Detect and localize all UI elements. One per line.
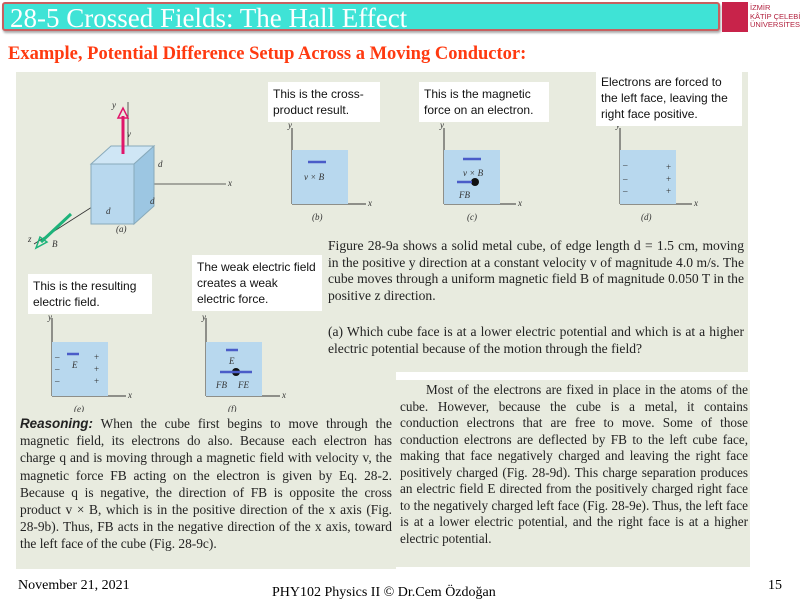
svg-text:v × B: v × B (463, 168, 484, 178)
svg-text:x: x (517, 198, 522, 208)
callout-electrons-forced: Electrons are forced to the left face, l… (596, 70, 742, 126)
svg-text:y: y (47, 312, 52, 322)
svg-text:–: – (54, 352, 60, 362)
callout-weak-force: The weak electric field creates a weak e… (192, 255, 322, 311)
svg-text:(b): (b) (312, 212, 323, 222)
svg-text:x: x (227, 178, 232, 188)
svg-text:–: – (622, 174, 628, 184)
svg-text:y: y (201, 312, 206, 322)
logo-line: KÂTİP ÇELEBİ (750, 11, 800, 21)
svg-text:x: x (367, 198, 372, 208)
svg-text:E: E (71, 360, 78, 370)
svg-text:+: + (94, 376, 99, 386)
figure-c: v × B FB y x (c) (439, 120, 522, 222)
svg-text:(f): (f) (228, 404, 237, 412)
reasoning-panel (16, 372, 396, 569)
svg-text:+: + (666, 186, 671, 196)
reasoning-label: Reasoning: (20, 416, 93, 431)
figure-b: v × B y x (b) (287, 120, 372, 222)
svg-text:FB: FB (215, 380, 227, 390)
figure-28-9: y x z v B d d d (a) v × B y x (b) v × B F… (27, 100, 698, 412)
reasoning-paragraph: Reasoning: When the cube first begins to… (20, 415, 392, 553)
svg-text:(d): (d) (641, 212, 652, 222)
page-number: 15 (768, 578, 782, 593)
svg-text:–: – (622, 160, 628, 170)
problem-question: (a) Which cube face is at a lower electr… (328, 324, 744, 356)
svg-text:–: – (54, 364, 60, 374)
svg-text:v × B: v × B (304, 172, 325, 182)
figure-e: E – – – + + + y x (e) (47, 312, 132, 412)
svg-text:+: + (94, 352, 99, 362)
answer-panel (396, 380, 750, 567)
svg-text:x: x (127, 390, 132, 400)
logo-line: ÜNİVERSİTESİ (750, 20, 800, 29)
svg-text:y: y (287, 120, 292, 130)
callout-cross-product: This is the cross-product result. (268, 82, 380, 122)
svg-text:d: d (150, 196, 155, 206)
figure-d: ––– +++ yx (d) (615, 120, 698, 222)
svg-text:FE: FE (237, 380, 249, 390)
svg-text:B: B (52, 239, 58, 249)
slide-title: 28-5 Crossed Fields: The Hall Effect (10, 3, 408, 33)
university-logo: İZMİR KÂTİP ÇELEBİ ÜNİVERSİTESİ (722, 2, 800, 32)
svg-text:–: – (54, 376, 60, 386)
svg-text:y: y (111, 100, 116, 110)
svg-text:x: x (693, 198, 698, 208)
figure-a-cube: y x z v B d d d (a) (27, 100, 232, 250)
problem-statement: Figure 28-9a shows a solid metal cube, o… (328, 238, 744, 303)
svg-text:FB: FB (458, 190, 470, 200)
svg-text:v: v (127, 129, 131, 139)
reasoning-text: When the cube first begins to move throu… (20, 416, 392, 552)
slide-subtitle: Example, Potential Difference Setup Acro… (8, 44, 527, 64)
svg-text:+: + (666, 162, 671, 172)
svg-text:+: + (666, 174, 671, 184)
svg-text:(e): (e) (74, 404, 84, 412)
svg-text:E: E (228, 356, 235, 366)
logo-line: İZMİR (750, 3, 771, 12)
svg-text:–: – (622, 186, 628, 196)
svg-text:d: d (158, 159, 163, 169)
svg-text:x: x (281, 390, 286, 400)
footer-course: PHY102 Physics II © Dr.Cem Özdoğan (272, 585, 496, 600)
logo-quill-icon (722, 2, 748, 32)
svg-text:d: d (106, 206, 111, 216)
svg-text:y: y (439, 120, 444, 130)
svg-text:+: + (94, 364, 99, 374)
callout-magnetic-force: This is the magnetic force on an electro… (419, 82, 549, 122)
callout-electric-field: This is the resulting electric field. (28, 274, 152, 314)
magnetic-field-arrow (39, 212, 73, 244)
answer-paragraph: Most of the electrons are fixed in place… (400, 382, 748, 546)
svg-text:z: z (27, 234, 32, 244)
footer-date: November 21, 2021 (18, 578, 130, 593)
svg-text:(a): (a) (116, 224, 127, 234)
svg-text:(c): (c) (467, 212, 477, 222)
title-bar: 28-5 Crossed Fields: The Hall Effect (2, 2, 720, 33)
figure-f: E FB FE y x (f) (201, 312, 286, 412)
